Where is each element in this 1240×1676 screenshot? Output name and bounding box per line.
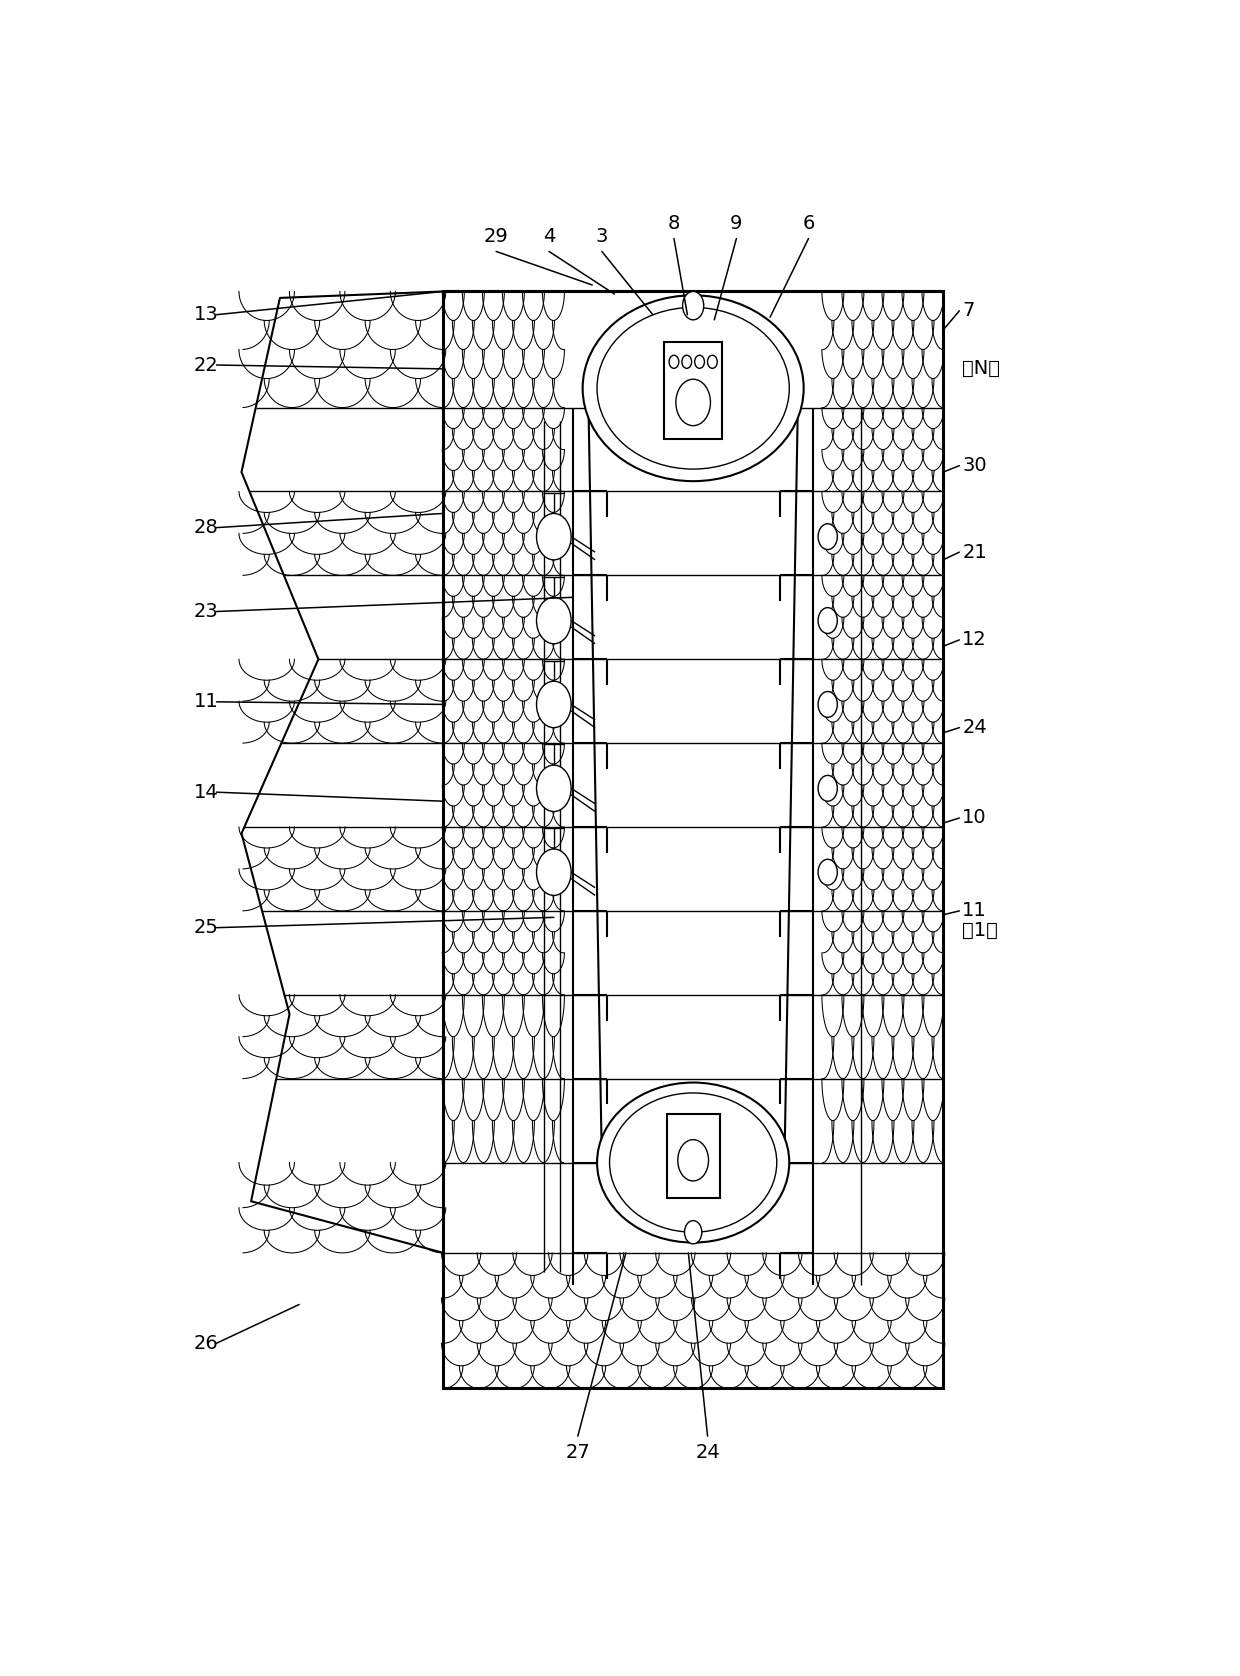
Ellipse shape — [596, 1083, 790, 1242]
Text: 27: 27 — [565, 1443, 590, 1461]
Text: 10: 10 — [962, 808, 987, 828]
Text: 7: 7 — [962, 302, 975, 320]
Circle shape — [708, 355, 717, 369]
Circle shape — [537, 764, 572, 811]
Text: 21: 21 — [962, 543, 987, 561]
Text: 29: 29 — [484, 228, 508, 246]
Text: 25: 25 — [193, 918, 218, 937]
Text: 8: 8 — [668, 215, 680, 233]
Circle shape — [818, 692, 837, 717]
Text: 13: 13 — [193, 305, 218, 323]
Text: 第1层: 第1层 — [962, 920, 998, 940]
Circle shape — [537, 597, 572, 644]
Circle shape — [537, 680, 572, 727]
Text: 30: 30 — [962, 456, 987, 476]
Text: 28: 28 — [193, 518, 218, 536]
Text: 4: 4 — [543, 228, 556, 246]
Circle shape — [682, 355, 692, 369]
Text: 11: 11 — [193, 692, 218, 711]
Circle shape — [537, 850, 572, 895]
Text: 24: 24 — [962, 717, 987, 737]
Circle shape — [537, 513, 572, 560]
Text: 11: 11 — [962, 902, 987, 920]
Text: 23: 23 — [193, 602, 218, 622]
Circle shape — [682, 292, 704, 320]
Bar — [444, 292, 942, 1388]
Text: 14: 14 — [193, 783, 218, 801]
Text: 12: 12 — [962, 630, 987, 649]
Circle shape — [818, 608, 837, 634]
Circle shape — [676, 379, 711, 426]
Circle shape — [818, 525, 837, 550]
Circle shape — [818, 776, 837, 801]
Circle shape — [694, 355, 704, 369]
Text: 26: 26 — [193, 1334, 218, 1353]
Ellipse shape — [583, 295, 804, 481]
Text: 3: 3 — [595, 228, 608, 246]
Text: 第N层: 第N层 — [962, 359, 1001, 379]
Bar — [665, 342, 722, 439]
Circle shape — [670, 355, 678, 369]
Circle shape — [818, 860, 837, 885]
Text: 9: 9 — [730, 215, 743, 233]
Circle shape — [684, 1220, 702, 1244]
Circle shape — [678, 1140, 708, 1182]
Text: 6: 6 — [802, 215, 815, 233]
Bar — [667, 1115, 719, 1198]
Text: 24: 24 — [696, 1443, 720, 1461]
Text: 22: 22 — [193, 355, 218, 374]
